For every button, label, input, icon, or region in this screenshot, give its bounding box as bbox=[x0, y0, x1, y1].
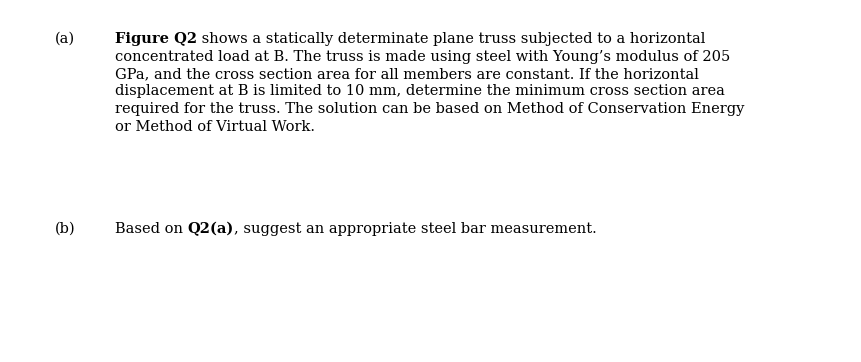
Text: or Method of Virtual Work.: or Method of Virtual Work. bbox=[115, 119, 314, 134]
Text: displacement at B is limited to 10 mm, determine the minimum cross section area: displacement at B is limited to 10 mm, d… bbox=[115, 84, 724, 98]
Text: Based on: Based on bbox=[115, 222, 188, 236]
Text: shows a statically determinate plane truss subjected to a horizontal: shows a statically determinate plane tru… bbox=[197, 32, 704, 46]
Text: concentrated load at B. The truss is made using steel with Young’s modulus of 20: concentrated load at B. The truss is mad… bbox=[115, 50, 729, 63]
Text: (b): (b) bbox=[55, 222, 76, 236]
Text: Q2(a): Q2(a) bbox=[188, 222, 233, 236]
Text: (a): (a) bbox=[55, 32, 75, 46]
Text: Figure Q2: Figure Q2 bbox=[115, 32, 197, 46]
Text: required for the truss. The solution can be based on Method of Conservation Ener: required for the truss. The solution can… bbox=[115, 102, 744, 116]
Text: , suggest an appropriate steel bar measurement.: , suggest an appropriate steel bar measu… bbox=[233, 222, 596, 236]
Text: GPa, and the cross section area for all members are constant. If the horizontal: GPa, and the cross section area for all … bbox=[115, 67, 698, 81]
